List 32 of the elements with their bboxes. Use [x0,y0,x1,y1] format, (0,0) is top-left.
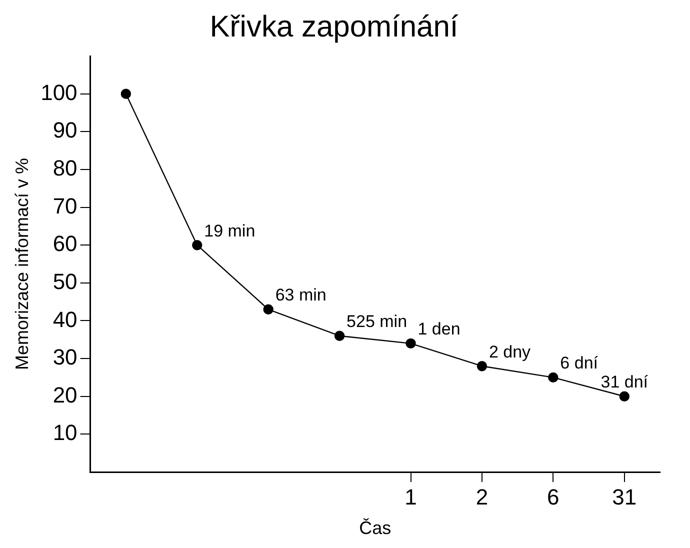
annotation: 2 dny [488,342,532,362]
y-tick-label: 90 [52,118,78,143]
point [192,240,202,250]
point [263,304,274,314]
annotation: 6 dní [560,354,598,373]
y-tick-label: 10 [52,420,78,446]
annotation: 19 min [204,221,256,240]
y-tick-label: 70 [52,193,78,218]
y-tick-label: 100 [40,80,78,105]
point [476,361,488,372]
y-axis-title: Memorizace informací v % [12,158,32,370]
y-tick-label: 30 [52,344,78,370]
annotation: 31 dní [600,372,648,392]
annotation: 525 min [346,312,408,332]
x-tick-label: 1 [404,484,417,510]
chart-title: Křivka zapomínání [210,10,459,44]
x-tick-label: 2 [476,484,488,510]
annotation: 63 min [275,286,326,305]
y-tick-label: 60 [52,231,78,256]
point [120,88,132,99]
annotation: 1 den [418,320,460,339]
point [548,372,558,383]
y-tick-label: 40 [52,306,78,332]
x-tick-label: 6 [547,484,560,510]
point [334,330,345,341]
y-tick-label: 20 [52,382,78,408]
y-tick-label: 50 [52,268,78,294]
x-tick-label: 31 [612,484,637,510]
point [619,391,630,402]
x-axis-title: Čas [359,518,392,538]
point [406,338,416,349]
y-tick-label: 80 [52,156,78,181]
